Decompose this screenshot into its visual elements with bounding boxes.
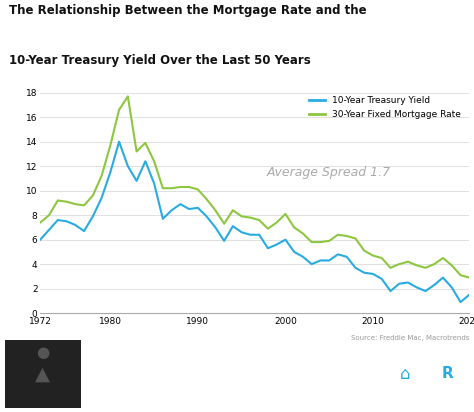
Text: R: R — [442, 366, 454, 382]
Text: marvinpeck.treg.com: marvinpeck.treg.com — [261, 384, 365, 394]
Text: (757) 270-4696: (757) 270-4696 — [261, 356, 362, 369]
Legend: 10-Year Treasury Yield, 30-Year Fixed Mortgage Rate: 10-Year Treasury Yield, 30-Year Fixed Mo… — [305, 93, 465, 122]
Text: ⌂: ⌂ — [400, 365, 410, 383]
Text: Average Spread 1.7: Average Spread 1.7 — [267, 166, 391, 179]
Text: ●: ● — [36, 345, 49, 360]
Bar — [5, 339, 81, 408]
Text: The Real Estate Group: The Real Estate Group — [92, 384, 202, 394]
Text: Source: Freddie Mac, Macrotrends: Source: Freddie Mac, Macrotrends — [351, 335, 469, 341]
Text: 10-Year Treasury Yield Over the Last 50 Years: 10-Year Treasury Yield Over the Last 50 … — [9, 54, 311, 67]
Bar — [431, 344, 465, 405]
Text: Marvin Peck: Marvin Peck — [92, 356, 173, 369]
Bar — [389, 344, 422, 405]
Text: ▲: ▲ — [35, 364, 50, 384]
Text: The Relationship Between the Mortgage Rate and the: The Relationship Between the Mortgage Ra… — [9, 4, 367, 17]
